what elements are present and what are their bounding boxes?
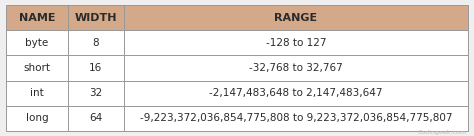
Text: -9,223,372,036,854,775,808 to 9,223,372,036,854,775,807: -9,223,372,036,854,775,808 to 9,223,372,… [140, 113, 452, 123]
Bar [6, 30, 68, 55]
Text: 64: 64 [89, 113, 102, 123]
Bar [68, 106, 124, 131]
Text: WIDTH: WIDTH [74, 13, 117, 23]
Bar [68, 5, 124, 30]
Bar [124, 106, 468, 131]
Text: RANGE: RANGE [274, 13, 318, 23]
Text: 8: 8 [92, 38, 99, 48]
Text: -2,147,483,648 to 2,147,483,647: -2,147,483,648 to 2,147,483,647 [209, 88, 383, 98]
Text: int: int [30, 88, 44, 98]
Text: 16: 16 [89, 63, 102, 73]
Text: short: short [23, 63, 50, 73]
Bar [6, 5, 68, 30]
Bar [68, 81, 124, 106]
Text: byte: byte [25, 38, 48, 48]
Text: -32,768 to 32,767: -32,768 to 32,767 [249, 63, 343, 73]
Bar [124, 81, 468, 106]
Text: NAME: NAME [18, 13, 55, 23]
Bar [6, 55, 68, 81]
Bar [124, 55, 468, 81]
Bar [124, 5, 468, 30]
Bar [68, 55, 124, 81]
Text: Codingeek.com: Codingeek.com [418, 130, 467, 135]
Text: -128 to 127: -128 to 127 [266, 38, 326, 48]
Bar [6, 81, 68, 106]
Bar [68, 30, 124, 55]
Text: long: long [26, 113, 48, 123]
Bar [6, 106, 68, 131]
Text: 32: 32 [89, 88, 102, 98]
Bar [124, 30, 468, 55]
